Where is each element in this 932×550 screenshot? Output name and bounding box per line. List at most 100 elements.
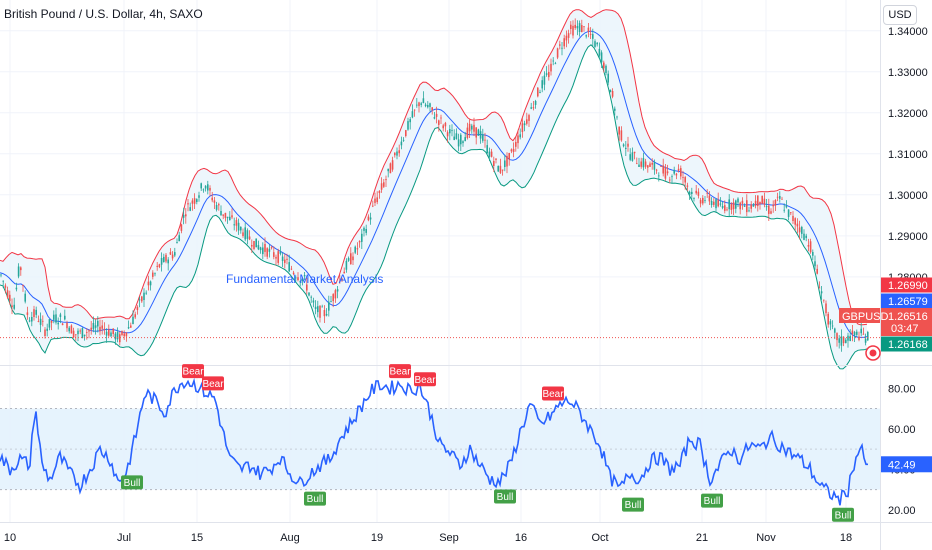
candle-body <box>141 296 143 302</box>
candle-body <box>251 245 253 247</box>
candle-body <box>581 25 583 33</box>
candle-body <box>708 195 711 202</box>
bollinger-upper-line <box>0 9 868 326</box>
candle-body <box>242 232 244 236</box>
candle-body <box>286 258 288 260</box>
candle-body <box>845 339 847 343</box>
candle-body <box>0 274 2 276</box>
candle-body <box>358 241 361 243</box>
candle-body <box>187 203 189 205</box>
bull-signal-text: Bull <box>124 478 141 489</box>
candle-body <box>741 200 744 204</box>
candle-body <box>508 153 510 160</box>
candle-body <box>567 33 570 38</box>
candle-body <box>647 165 649 168</box>
candle-body <box>180 224 183 231</box>
candle-body <box>757 195 759 207</box>
candle-body <box>572 25 574 36</box>
price-tick-label: 1.33000 <box>888 67 928 79</box>
candle-body <box>279 251 282 254</box>
candle-body <box>138 299 141 301</box>
candle-body <box>816 268 818 274</box>
candle-body <box>739 202 741 210</box>
bull-signal-label: Bull <box>494 489 516 504</box>
candle-body <box>622 144 625 147</box>
candle-body <box>365 229 367 233</box>
candles <box>0 18 869 352</box>
candle-body <box>33 309 35 317</box>
currency-button[interactable]: USD <box>883 5 917 25</box>
candle-body <box>642 158 645 168</box>
candle-body <box>787 209 790 217</box>
candle-body <box>761 195 763 204</box>
candle-body <box>559 44 561 46</box>
candle-body <box>48 319 51 328</box>
candle-body <box>862 333 865 335</box>
candle-body <box>490 151 493 157</box>
bull-signal-text: Bull <box>625 500 642 511</box>
candle-body <box>660 166 662 167</box>
annotation-text: Fundamental Market Analysis <box>226 272 383 286</box>
candle-body <box>831 325 834 327</box>
candle-body <box>97 320 99 327</box>
candle-body <box>306 284 308 291</box>
candle-body <box>552 60 554 62</box>
bull-signal-text: Bull <box>497 492 514 503</box>
candle-body <box>22 285 24 286</box>
candle-body <box>435 113 438 117</box>
candle-body <box>209 187 211 191</box>
candle-body <box>594 41 596 47</box>
candle-body <box>482 134 484 141</box>
bear-signal-text: Bear <box>414 375 436 386</box>
candle-body <box>809 241 812 253</box>
candle-body <box>325 314 328 316</box>
candle-body <box>28 320 31 322</box>
candle-body <box>864 338 867 343</box>
candle-body <box>752 204 755 207</box>
candle-body <box>501 169 504 171</box>
candle-body <box>442 125 444 129</box>
candle-body <box>6 290 9 298</box>
candle-body <box>4 285 7 288</box>
candle-body <box>389 163 392 174</box>
candle-body <box>510 149 513 152</box>
candle-body <box>746 200 748 213</box>
bear-signal-bg <box>414 372 436 387</box>
bull-signal-bg <box>304 491 326 506</box>
candle-body <box>17 266 20 277</box>
candle-body <box>849 335 851 342</box>
candle-body <box>189 207 191 211</box>
candle-body <box>341 278 343 281</box>
price-tick-label: 1.32000 <box>888 108 928 120</box>
rsi-tick-label: 20.00 <box>888 505 916 517</box>
candle-body <box>13 304 15 309</box>
candle-body <box>367 216 370 221</box>
candle-body <box>473 124 475 132</box>
rsi-tick-label: 60.00 <box>888 424 916 436</box>
candle-body <box>519 134 521 138</box>
candle-body <box>561 47 563 49</box>
candle-body <box>385 179 387 181</box>
candle-body <box>515 142 517 147</box>
candle-body <box>627 143 629 147</box>
candle-body <box>783 209 785 211</box>
candle-body <box>543 75 546 85</box>
candle-body <box>600 52 603 63</box>
bear-signal-text: Bear <box>389 367 411 378</box>
candle-body <box>416 104 418 106</box>
candle-body <box>110 332 112 337</box>
time-tick-label: Oct <box>591 532 608 544</box>
candle-body <box>530 107 532 109</box>
candle-body <box>479 131 482 139</box>
candle-body <box>805 235 807 238</box>
candle-body <box>220 211 222 216</box>
bull-signal-text: Bull <box>704 496 721 507</box>
candle-body <box>475 127 477 138</box>
candle-body <box>356 248 359 250</box>
bear-signal-bg <box>182 364 204 379</box>
candle-body <box>493 161 495 166</box>
bear-signal-label: Bear <box>182 364 204 379</box>
candle-body <box>633 151 636 154</box>
candle-body <box>812 252 814 256</box>
